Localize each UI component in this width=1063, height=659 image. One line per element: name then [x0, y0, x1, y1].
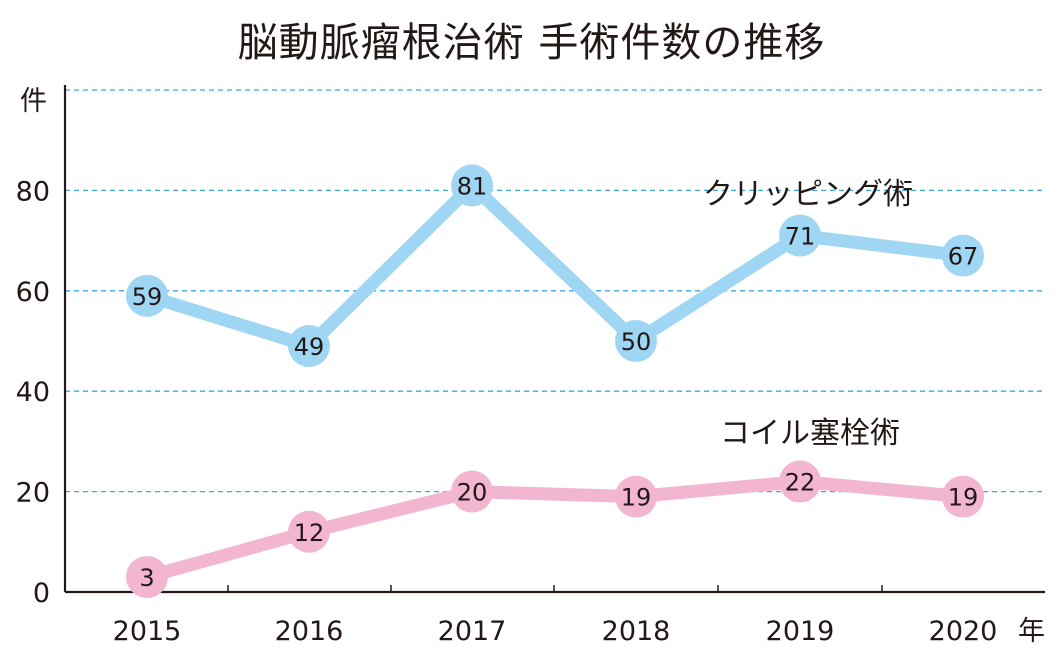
x-axis-unit-label: 年: [1018, 616, 1045, 647]
data-point: [779, 460, 821, 503]
data-label: 71: [785, 223, 816, 251]
data-label: 19: [621, 484, 652, 512]
series-2: 3 12 20 19 22 19: [126, 460, 984, 598]
data-label: 67: [948, 243, 979, 271]
data-point: [615, 475, 657, 518]
axes: [63, 85, 1045, 594]
data-label: 12: [294, 519, 325, 547]
series-line: [140, 178, 970, 353]
data-point: [615, 320, 657, 362]
data-label: 20: [457, 479, 488, 507]
y-tick-label: 20: [16, 478, 50, 509]
data-label: 49: [294, 333, 325, 361]
y-tick-label: 60: [16, 277, 50, 308]
data-point: [126, 274, 168, 317]
x-tick-label: 2015: [113, 616, 182, 647]
data-point: [942, 234, 984, 277]
data-label: 22: [785, 469, 816, 497]
y-axis-unit-label: 件: [20, 86, 47, 117]
y-tick-label: 40: [16, 377, 50, 408]
x-tick-label: 2020: [929, 616, 998, 647]
y-tick-label: 0: [33, 578, 50, 609]
series-layer: 59 49 81 50 71 67 3 12 20 19 22 19: [126, 164, 984, 598]
data-point: [288, 510, 330, 553]
data-label: 19: [948, 484, 979, 512]
data-point: [779, 214, 821, 257]
data-point: [451, 470, 493, 513]
x-tick-labels: 2015 2016 2017 2018 2019 2020: [113, 585, 998, 647]
data-label: 59: [132, 283, 163, 311]
x-tick-label: 2018: [602, 616, 671, 647]
x-tick-label: 2017: [438, 616, 507, 647]
data-point: [451, 164, 493, 207]
data-point: [942, 475, 984, 518]
data-label: 3: [139, 564, 154, 592]
y-tick-labels: 0 20 40 60 80: [16, 176, 50, 609]
series-line: [140, 475, 970, 584]
data-label: 81: [457, 172, 488, 200]
series-name-label: コイル塞栓術: [720, 416, 900, 451]
chart-title: 脳動脈瘤根治術 手術件数の推移: [237, 20, 826, 66]
data-point: [288, 325, 330, 368]
data-label: 50: [621, 328, 652, 356]
series-1: 59 49 81 50 71 67: [126, 164, 984, 368]
x-tick-label: 2019: [766, 616, 835, 647]
series-name-label: クリッピング術: [703, 177, 913, 212]
x-tick-label: 2016: [275, 616, 344, 647]
y-tick-label: 80: [16, 176, 50, 207]
data-point: [126, 555, 168, 598]
